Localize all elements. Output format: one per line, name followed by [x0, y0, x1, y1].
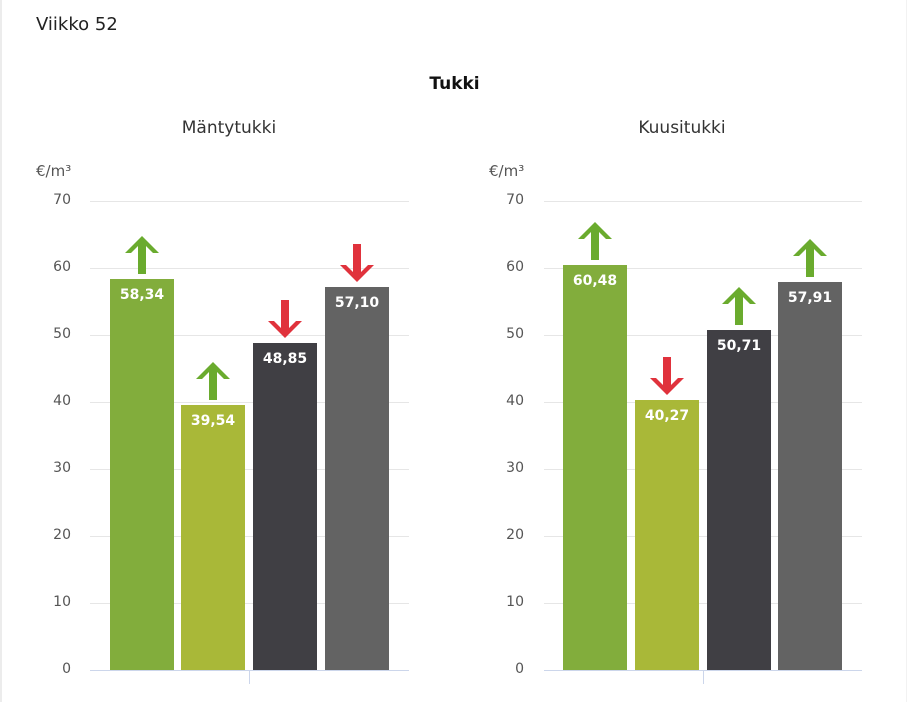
right-border	[906, 0, 907, 702]
y-tick-label: 40	[53, 393, 71, 409]
main-title: Tukki	[429, 74, 480, 94]
gridline	[544, 335, 862, 336]
bar[interactable]: 50,71	[707, 330, 771, 670]
gridline	[544, 469, 862, 470]
gridline	[544, 536, 862, 537]
gridline	[90, 268, 409, 269]
gridline	[90, 603, 409, 604]
bar-value-label: 57,91	[787, 290, 833, 306]
y-tick-label: 30	[506, 460, 524, 476]
bar[interactable]: 40,27	[635, 400, 699, 670]
y-tick-label: 10	[53, 594, 71, 610]
y-tick-label: 0	[62, 661, 71, 677]
y-tick-label: 40	[506, 393, 524, 409]
left-border	[0, 0, 2, 702]
x-axis-tick	[703, 670, 704, 684]
y-tick-label: 50	[506, 326, 524, 342]
y-tick-label: 0	[515, 661, 524, 677]
trend-down-arrow-icon	[339, 243, 375, 283]
bar-value-label: 58,34	[119, 287, 165, 303]
x-axis-tick	[249, 670, 250, 684]
week-label: Viikko 52	[36, 14, 118, 35]
y-tick-label: 50	[53, 326, 71, 342]
bar[interactable]: 39,54	[181, 405, 245, 670]
y-axis-unit-label: €/m³	[36, 162, 72, 180]
bar-value-label: 40,27	[644, 408, 690, 424]
gridline	[544, 201, 862, 202]
chart-mantytukki-title: Mäntytukki	[181, 118, 277, 138]
bar-value-label: 39,54	[190, 413, 236, 429]
y-tick-label: 70	[506, 192, 524, 208]
gridline	[544, 603, 862, 604]
trend-up-arrow-icon	[792, 238, 828, 278]
bar-value-label: 50,71	[716, 338, 762, 354]
gridline	[544, 268, 862, 269]
bar-value-label: 48,85	[262, 351, 308, 367]
gridline	[90, 469, 409, 470]
trend-up-arrow-icon	[577, 221, 613, 261]
y-tick-label: 60	[506, 259, 524, 275]
gridline	[90, 201, 409, 202]
bar-value-label: 57,10	[334, 295, 380, 311]
y-tick-label: 60	[53, 259, 71, 275]
gridline	[90, 335, 409, 336]
bar[interactable]: 58,34	[110, 279, 174, 670]
bar[interactable]: 57,91	[778, 282, 842, 670]
trend-up-arrow-icon	[124, 235, 160, 275]
bar[interactable]: 60,48	[563, 265, 627, 670]
trend-up-arrow-icon	[721, 286, 757, 326]
bar[interactable]: 48,85	[253, 343, 317, 670]
bar[interactable]: 57,10	[325, 287, 389, 670]
gridline	[544, 402, 862, 403]
trend-down-arrow-icon	[267, 299, 303, 339]
y-tick-label: 10	[506, 594, 524, 610]
y-axis-unit-label: €/m³	[489, 162, 525, 180]
trend-up-arrow-icon	[195, 361, 231, 401]
y-tick-label: 30	[53, 460, 71, 476]
trend-down-arrow-icon	[649, 356, 685, 396]
chart-kuusitukki-title: Kuusitukki	[638, 118, 726, 138]
y-tick-label: 20	[506, 527, 524, 543]
gridline	[90, 402, 409, 403]
y-tick-label: 20	[53, 527, 71, 543]
bar-value-label: 60,48	[572, 273, 618, 289]
y-tick-label: 70	[53, 192, 71, 208]
gridline	[90, 536, 409, 537]
